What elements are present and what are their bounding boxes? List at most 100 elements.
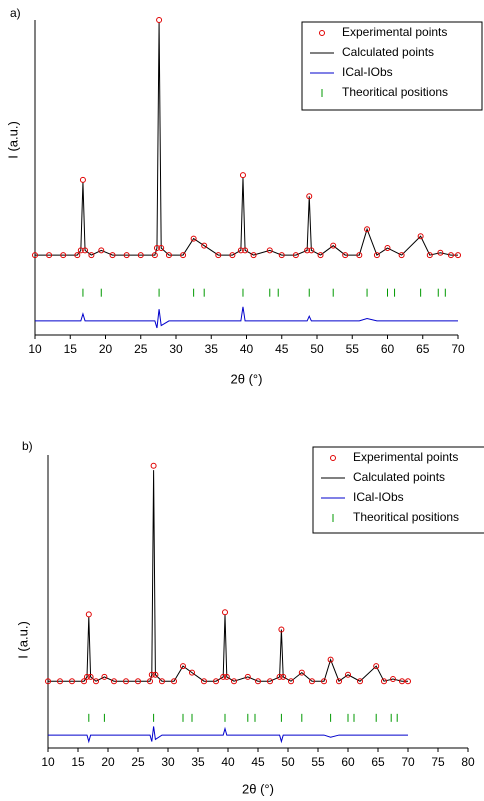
chart-a: 10 15 20 25 30 35 40 45 50 55 60 65 70 a) 2θ (°) I (a.u… — [5, 6, 483, 386]
x-tick-label: 35 — [191, 755, 205, 769]
data-point — [148, 671, 155, 678]
data-point — [223, 673, 230, 680]
data-point — [82, 247, 89, 254]
x-tick-label: 50 — [310, 342, 324, 356]
data-point — [231, 678, 237, 685]
x-tick-label: 45 — [275, 342, 289, 356]
data-point — [345, 671, 351, 678]
data-point — [85, 611, 92, 618]
data-point — [84, 673, 90, 680]
data-point — [88, 252, 95, 259]
data-point — [304, 247, 311, 254]
data-point — [373, 252, 380, 259]
x-tick-label: 70 — [401, 755, 415, 769]
data-point — [156, 17, 163, 23]
series-line — [35, 306, 458, 329]
legend-box — [312, 446, 484, 534]
legend-label: Calculated points — [342, 45, 434, 59]
data-point — [280, 673, 287, 680]
series-line — [48, 726, 408, 744]
data-point — [330, 242, 337, 249]
legend-label: Theoritical positions — [353, 510, 459, 524]
data-point — [244, 673, 251, 680]
data-point — [390, 676, 396, 683]
data-point — [79, 176, 86, 183]
x-tick-label: 10 — [41, 755, 55, 769]
data-point — [276, 673, 283, 680]
legend-marker — [319, 30, 325, 36]
data-point — [278, 626, 285, 633]
data-point — [165, 252, 172, 259]
x-tick-label: 55 — [311, 755, 325, 769]
data-point — [32, 252, 38, 259]
data-point — [135, 678, 141, 685]
legend-box — [301, 21, 483, 111]
data-point — [327, 656, 334, 663]
data-point — [220, 673, 227, 680]
data-point — [123, 252, 130, 259]
legend-marker — [330, 455, 336, 461]
data-point — [321, 678, 327, 685]
data-point — [215, 252, 222, 259]
data-point — [336, 678, 342, 685]
x-tick-label: 30 — [169, 342, 183, 356]
data-point — [93, 678, 99, 685]
data-point — [266, 247, 273, 254]
x-tick-label: 15 — [64, 342, 78, 356]
x-tick-label: 25 — [134, 342, 148, 356]
data-point — [147, 678, 153, 685]
y-axis-label: I (a.u.) — [15, 621, 30, 659]
x-tick-label: 60 — [381, 342, 395, 356]
data-point — [45, 678, 51, 685]
data-point — [81, 678, 87, 685]
data-point — [381, 678, 387, 685]
x-tick-label: 20 — [101, 755, 115, 769]
data-point — [46, 252, 53, 259]
legend-label: Calculated points — [353, 470, 445, 484]
data-point — [60, 252, 67, 259]
data-point — [399, 678, 405, 685]
data-point — [229, 252, 236, 259]
data-point — [201, 242, 208, 249]
data-point — [356, 252, 363, 259]
data-point — [74, 252, 81, 259]
legend-label: Experimental points — [342, 25, 447, 39]
data-point — [151, 252, 158, 259]
data-point — [398, 252, 405, 259]
x-tick-label: 55 — [346, 342, 360, 356]
data-point — [405, 678, 411, 685]
x-tick-label: 30 — [161, 755, 175, 769]
x-axis-label: 2θ (°) — [242, 781, 274, 796]
data-point — [447, 252, 454, 259]
legend-label: ICal-IObs — [353, 490, 404, 504]
x-tick-label: 20 — [99, 342, 113, 356]
data-point — [201, 678, 207, 685]
data-point — [57, 678, 63, 685]
data-point — [364, 226, 371, 233]
x-tick-label: 70 — [451, 342, 465, 356]
data-point — [213, 678, 219, 685]
data-point — [455, 252, 461, 259]
x-tick-label: 45 — [251, 755, 265, 769]
panel-label: a) — [10, 6, 21, 20]
data-point — [69, 678, 75, 685]
data-point — [255, 678, 261, 685]
data-point — [180, 252, 187, 259]
x-tick-label: 40 — [240, 342, 254, 356]
data-point — [222, 609, 228, 616]
data-point — [109, 252, 116, 259]
data-point — [190, 235, 197, 242]
data-point — [288, 678, 294, 685]
data-point — [77, 247, 84, 254]
legend-label: Experimental points — [353, 450, 458, 464]
data-point — [150, 462, 157, 469]
data-point — [373, 663, 380, 670]
x-tick-label: 80 — [461, 755, 475, 769]
data-point — [267, 678, 273, 685]
x-tick-label: 10 — [28, 342, 42, 356]
data-point — [278, 252, 285, 259]
x-tick-label: 25 — [131, 755, 145, 769]
data-point — [152, 671, 159, 678]
data-point — [111, 678, 117, 685]
